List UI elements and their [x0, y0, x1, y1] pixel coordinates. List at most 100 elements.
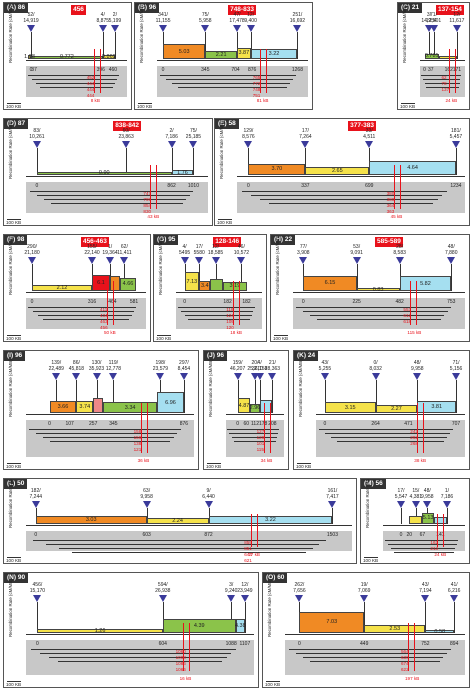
- y-axis-label: Recombination Rate (cM/MB): [208, 359, 213, 417]
- marker-label: 155/22,140: [84, 244, 100, 256]
- marker-stem: [193, 148, 195, 175]
- breakpoint-label: 158: [133, 429, 142, 434]
- marker-stem: [126, 148, 127, 175]
- scale-bar: [7, 219, 21, 220]
- marker-label: 4/8,875: [96, 12, 110, 24]
- haplotype-region: [26, 182, 208, 213]
- interval-line: [40, 87, 113, 88]
- recombination-line: [399, 165, 401, 209]
- scale-label: 100 KB: [6, 558, 22, 563]
- marker-label: 2/5,199: [108, 12, 122, 24]
- interval-size: 81 kB: [256, 98, 269, 103]
- interval-line: [45, 544, 320, 545]
- marker-stem: [215, 264, 217, 291]
- interval-line: [57, 661, 223, 662]
- panel-M: (M) 56 Recombination Rate (cM/MB) 17/5,547…: [360, 478, 470, 564]
- interval-line: [32, 540, 326, 541]
- position-label: 316: [87, 299, 97, 305]
- position-label: 396: [96, 67, 105, 73]
- marker-stem: [415, 508, 417, 524]
- marker-stem: [124, 264, 125, 291]
- breakpoint-label: 444: [86, 87, 95, 92]
- marker-label: 53/9,091: [350, 244, 363, 256]
- recombination-line: [156, 165, 157, 209]
- marker-label: 3/9,240: [224, 582, 238, 594]
- breakpoint-label: 643: [244, 552, 252, 557]
- breakpoint-label: 444: [86, 93, 95, 98]
- marker-label: 290/21,180: [24, 244, 40, 256]
- marker-label: 28/8,583: [393, 244, 406, 256]
- marker-stem: [433, 32, 435, 59]
- position-label: 1234: [450, 183, 462, 189]
- breakpoint-label: 124: [226, 313, 234, 318]
- recombination-line: [414, 623, 415, 671]
- marker-stem: [114, 32, 116, 59]
- breakpoint-label: 1066: [175, 667, 186, 672]
- interval-line: [33, 311, 134, 312]
- marker-stem: [456, 380, 457, 413]
- interval-line: [318, 429, 454, 430]
- interval-line: [227, 429, 280, 430]
- chromosome-axis: [316, 414, 465, 415]
- breakpoint-label: 564: [401, 649, 409, 654]
- position-label: 182: [223, 299, 232, 305]
- recombination-line: [417, 403, 418, 453]
- position-label: 208: [268, 421, 277, 427]
- marker-icon: [397, 501, 406, 508]
- marker-icon: [451, 141, 460, 148]
- recombination-line: [416, 281, 417, 325]
- scale-label: 100 KB: [273, 336, 289, 341]
- marker-label: 119/12,778: [105, 360, 122, 372]
- interval-line: [29, 429, 181, 430]
- haplotype-region: [26, 531, 352, 551]
- marker-label: 41/6,216: [447, 582, 461, 594]
- scale-label: 100 KB: [6, 336, 22, 341]
- rate-segment: 2.53: [364, 624, 426, 633]
- marker-stem: [171, 148, 173, 175]
- marker-stem: [305, 148, 306, 175]
- position-label: 0: [36, 641, 39, 647]
- breakpoint-label: 118: [226, 307, 234, 312]
- marker-icon: [268, 373, 277, 380]
- chromosome-axis: [420, 60, 465, 61]
- recombination-line: [146, 403, 148, 453]
- marker-icon: [244, 141, 253, 148]
- breakpoint-label: 772: [252, 81, 261, 86]
- y-axis-label: Recombination Rate (cM/MB): [275, 237, 280, 295]
- rate-segment: 5.13: [422, 512, 434, 524]
- marker-icon: [447, 257, 456, 264]
- scale-label: 100 KB: [6, 220, 22, 225]
- marker-label: 181/5,457: [449, 128, 463, 140]
- position-label: 0: [30, 299, 34, 305]
- marker-stem: [456, 32, 458, 59]
- marker-icon: [204, 501, 213, 508]
- breakpoint-label: 127: [256, 429, 265, 434]
- position-label: 1088: [225, 641, 237, 647]
- position-label: 345: [201, 67, 210, 73]
- marker-label: 456/15,170: [29, 582, 46, 594]
- rate-segment: 2.24: [146, 518, 209, 524]
- marker-icon: [227, 595, 236, 602]
- interval-line: [188, 319, 250, 320]
- breakpoint-label: 1086: [175, 661, 186, 666]
- panel-header: (F) 98: [4, 235, 28, 245]
- chromosome-axis: [26, 525, 352, 526]
- marker-icon: [301, 141, 310, 148]
- interval-line: [184, 315, 252, 316]
- panel-header: (I) 96: [4, 351, 26, 361]
- marker-label: 46/10,572: [233, 244, 250, 256]
- panel-label: (A) 86: [4, 3, 29, 13]
- interval-line: [336, 441, 445, 442]
- position-label: 707: [451, 421, 461, 427]
- position-label: 471: [404, 421, 413, 427]
- marker-icon: [156, 373, 165, 380]
- breakpoint-label: 364: [386, 203, 395, 208]
- interval-line: [394, 552, 454, 553]
- haplotype-region: [237, 182, 465, 213]
- marker-stem: [237, 380, 239, 413]
- position-label: 112: [251, 421, 259, 427]
- recombination-line: [408, 623, 409, 671]
- locus-label: 377-383: [348, 121, 376, 131]
- scale-label: 100 KB: [6, 682, 22, 687]
- marker-stem: [429, 32, 430, 59]
